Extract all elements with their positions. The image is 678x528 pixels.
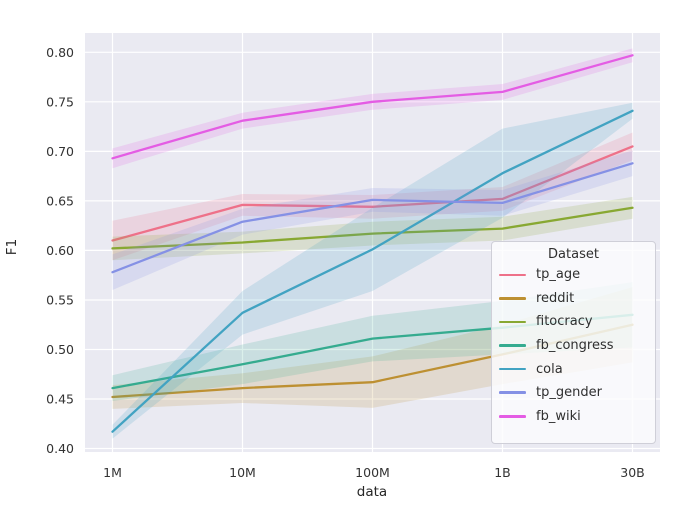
legend-item-fb_wiki: fb_wiki	[492, 405, 655, 429]
ci-band-fb_wiki	[112, 48, 633, 169]
legend-item-fitocracy: fitocracy	[492, 310, 655, 334]
y-tick-label: 0.65	[46, 193, 74, 208]
line-fb_wiki	[111, 54, 634, 160]
x-tick-label: 1M	[103, 465, 122, 480]
y-tick-label: 0.40	[46, 441, 74, 456]
y-tick-label: 0.75	[46, 94, 74, 109]
y-tick-label: 0.55	[46, 293, 74, 308]
legend-item-label: fb_congress	[536, 338, 614, 354]
legend-item-cola: cola	[492, 357, 655, 381]
legend-item-label: reddit	[536, 290, 575, 306]
legend-line-swatch	[499, 344, 526, 347]
legend-item-label: cola	[536, 361, 563, 377]
y-tick-label: 0.80	[46, 45, 74, 60]
legend-title: Dataset	[548, 247, 599, 262]
y-tick-label: 0.50	[46, 342, 74, 357]
x-axis-label: data	[357, 484, 387, 500]
x-tick-label: 10M	[229, 465, 256, 480]
y-axis-label: F1	[4, 239, 20, 255]
legend-line-swatch	[499, 367, 526, 371]
legend-line-swatch	[499, 415, 526, 418]
legend-line-swatch	[499, 391, 526, 395]
legend-item-label: tp_gender	[536, 385, 602, 401]
ci-band-tp_age	[112, 132, 633, 261]
x-tick-label: 1B	[494, 465, 511, 480]
legend-item-label: tp_age	[536, 267, 581, 283]
tick-labels: 0.40 0.45 0.50 0.55 0.60 0.65 0.70 0.75 0.80 1M 10…	[46, 45, 645, 480]
y-tick-label: 0.45	[46, 392, 74, 407]
y-tick-label: 0.60	[46, 243, 74, 258]
y-tick-label: 0.70	[46, 144, 74, 159]
legend-line-swatch	[499, 273, 526, 277]
legend-item-tp_age: tp_age	[492, 263, 655, 287]
x-tick-label: 30B	[620, 465, 644, 480]
ci-band-fitocracy	[112, 196, 633, 261]
ci-band-cola	[112, 102, 633, 439]
legend-item-reddit: reddit	[492, 287, 655, 311]
legend-line-swatch	[499, 320, 526, 324]
line-cola	[111, 109, 634, 433]
legend-item-tp_gender: tp_gender	[492, 381, 655, 405]
line-tp_gender	[111, 162, 634, 274]
legend-item-label: fitocracy	[536, 314, 593, 330]
x-tick-label: 100M	[355, 465, 390, 480]
ci-band-tp_gender	[112, 150, 633, 290]
line-fitocracy	[111, 206, 634, 250]
line-tp_age	[111, 145, 634, 242]
legend-item-label: fb_wiki	[536, 408, 581, 424]
legend-line-swatch	[499, 297, 526, 300]
legend-item-fb_congress: fb_congress	[492, 334, 655, 358]
